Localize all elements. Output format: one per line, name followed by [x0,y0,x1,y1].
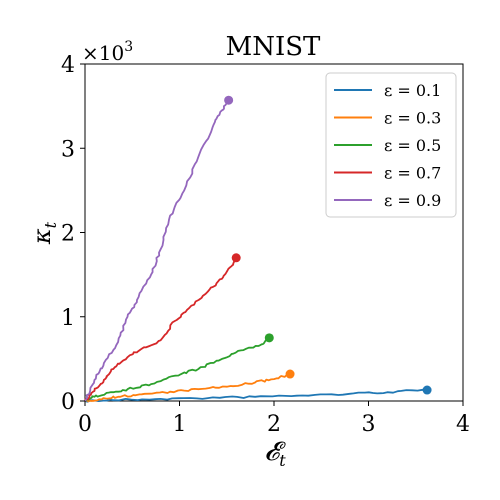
series-endpoint-0 [422,385,432,395]
y-tick-label: 0 [61,390,75,415]
y-axis-label-main: κ [28,228,56,245]
legend-box [325,72,457,218]
series-endpoint-2 [264,333,274,343]
chart-title: MNIST [226,32,321,62]
y-tick-label: 2 [61,222,75,247]
x-tick-label: 4 [456,412,470,437]
series-layer [84,95,432,403]
series-line-3 [84,257,238,402]
legend: ε = 0.1 ε = 0.3 ε = 0.5 ε = 0.7 ε = 0.9 [325,72,457,218]
series-line-2 [84,336,270,402]
ticks-layer: 0 1 2 3 4 0 1 2 3 4 [61,53,470,437]
series-endpoint-4 [224,95,234,105]
series-line-0 [84,388,428,403]
y-tick-label: 1 [61,306,75,331]
x-tick-label: 0 [78,412,92,437]
y-multiplier-exponent: 3 [124,39,133,55]
legend-label: ε = 0.7 [384,164,441,183]
x-axis-label-sub: t [279,451,286,470]
legend-label: ε = 0.9 [384,191,441,210]
legend-label: ε = 0.3 [384,109,441,128]
legend-label: ε = 0.1 [384,81,441,100]
y-tick-label: 3 [61,137,75,162]
y-multiplier: ×103 [82,39,133,65]
y-multiplier-base: ×10 [82,41,124,65]
series-endpoint-1 [285,369,295,379]
svg-text:κt: κt [28,221,60,245]
legend-label: ε = 0.5 [384,136,441,155]
x-axis-label: 𝓔t [264,437,286,470]
series-line-1 [84,373,291,403]
y-tick-label: 4 [61,53,75,78]
svg-text:𝓔t: 𝓔t [264,437,286,470]
x-tick-label: 2 [267,412,281,437]
y-axis-label: κt [28,221,60,245]
series-endpoint-3 [231,253,241,263]
x-tick-label: 1 [173,412,187,437]
series-line-4 [84,100,230,402]
x-tick-label: 3 [362,412,376,437]
svg-text:×103: ×103 [82,39,133,65]
y-axis-label-sub: t [41,221,60,228]
